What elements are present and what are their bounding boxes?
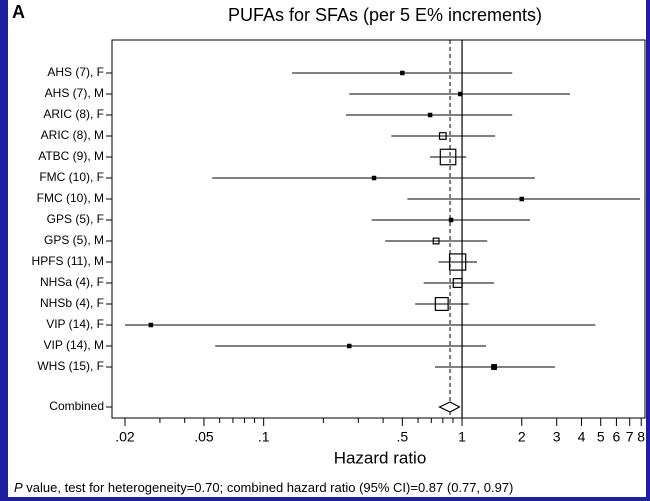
row-label: FMC (10), F [39, 170, 104, 184]
row-label: GPS (5), F [47, 212, 104, 226]
footnote: P value, test for heterogeneity=0.70; co… [14, 480, 513, 495]
combined-diamond [438, 401, 461, 413]
x-tick-label: 2 [518, 429, 526, 445]
row-label: AHS (7), M [45, 86, 104, 100]
estimate-box [491, 364, 497, 370]
footnote-text: value, test for heterogeneity=0.70; comb… [23, 480, 514, 495]
x-tick-label: .05 [194, 429, 214, 445]
row-label: Combined [49, 399, 104, 413]
footnote-italic: P [14, 480, 23, 495]
row-label: WHS (15), F [37, 359, 104, 373]
estimate-box [432, 237, 440, 245]
row-label: ARIC (8), F [43, 107, 104, 121]
row-label: FMC (10), M [37, 191, 104, 205]
estimate-box [346, 343, 352, 349]
estimate-box [458, 91, 463, 97]
estimate-box [448, 253, 467, 271]
row-label: VIP (14), M [44, 338, 104, 352]
estimate-box [434, 297, 449, 311]
chart-title: PUFAs for SFAs (per 5 E% increments) [228, 5, 542, 25]
x-tick-label: 6 [613, 429, 621, 445]
estimate-box [148, 322, 154, 328]
panel-label: A [12, 2, 25, 22]
x-tick-label: .02 [115, 429, 135, 445]
row-label: ARIC (8), M [41, 128, 104, 142]
x-tick-label: .1 [258, 429, 270, 445]
x-tick-label: 3 [553, 429, 561, 445]
plot-frame [111, 39, 646, 419]
estimate-box [519, 196, 525, 202]
x-tick-label: 8 [637, 429, 645, 445]
row-label: GPS (5), M [44, 233, 104, 247]
x-axis-label: Hazard ratio [334, 448, 427, 467]
row-label: NHSb (4), F [40, 296, 104, 310]
x-tick-label: 5 [597, 429, 605, 445]
row-label: HPFS (11), M [32, 254, 104, 268]
row-label: VIP (14), F [46, 317, 104, 331]
estimate-box [448, 217, 454, 223]
estimate-box [438, 132, 447, 140]
row-label: ATBC (9), M [38, 149, 104, 163]
x-tick-label: .5 [396, 429, 408, 445]
row-label: AHS (7), F [47, 65, 104, 79]
estimate-box [452, 278, 463, 288]
estimate-box [371, 175, 377, 181]
x-tick-label: 1 [458, 429, 466, 445]
row-label: NHSa (4), F [40, 275, 104, 289]
x-tick-label: 7 [626, 429, 634, 445]
panel [8, 0, 646, 497]
estimate-box [400, 70, 405, 76]
estimate-box [427, 112, 433, 118]
estimate-box [439, 148, 457, 166]
x-tick-label: 4 [578, 429, 586, 445]
